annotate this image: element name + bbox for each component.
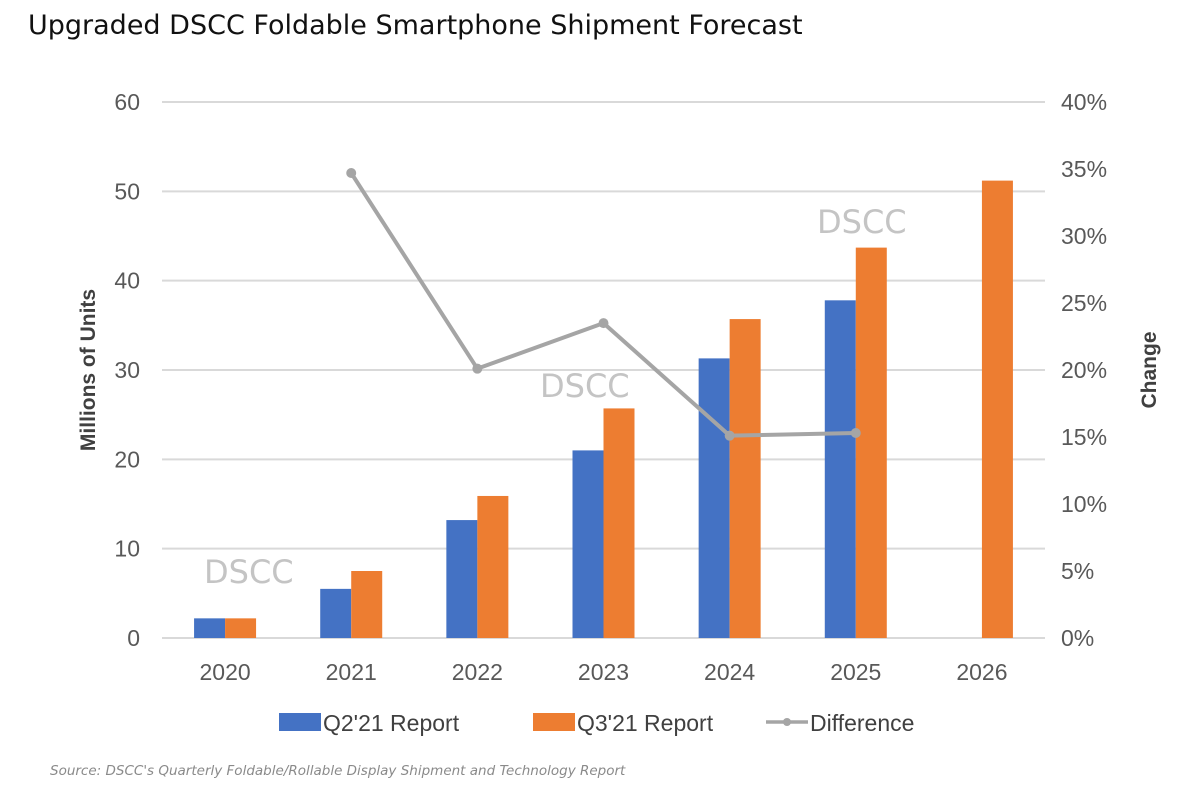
- difference-point-2023: [598, 318, 609, 329]
- y2-tick-label: 35%: [1061, 156, 1107, 182]
- y2-axis-title: Change: [1138, 331, 1161, 408]
- bar-q3-2024: [729, 319, 761, 638]
- y-tick-label: 30: [114, 357, 140, 383]
- y-axis-ticks: 0 10 20 30 40 50 60: [114, 89, 140, 651]
- y2-tick-label: 5%: [1061, 558, 1094, 584]
- x-tick-label: 2020: [199, 659, 250, 685]
- legend: Q2'21 Report Q3'21 Report Difference: [279, 710, 914, 736]
- bar-q3-2021: [351, 571, 383, 638]
- bar-q3-2022: [477, 495, 509, 638]
- difference-point-2025: [850, 427, 861, 438]
- watermark-2: DSCC: [540, 367, 630, 405]
- watermark-3: DSCC: [817, 203, 907, 241]
- y-tick-label: 60: [114, 89, 140, 115]
- x-axis-ticks: 2020 2021 2022 2023 2024 2025 2026: [199, 659, 1007, 685]
- y2-tick-label: 15%: [1061, 424, 1107, 450]
- y-tick-label: 10: [114, 536, 140, 562]
- y2-tick-label: 40%: [1061, 89, 1107, 115]
- bar-q2-2020: [194, 618, 226, 638]
- legend-swatch-q3: [533, 713, 575, 731]
- y2-tick-label: 25%: [1061, 290, 1107, 316]
- legend-swatch-difference-marker: [783, 718, 791, 726]
- bar-q2-2024: [698, 358, 730, 638]
- y2-tick-label: 0%: [1061, 625, 1094, 651]
- y-tick-label: 40: [114, 268, 140, 294]
- bar-q3-2026: [981, 180, 1013, 638]
- bar-q2-2025: [824, 300, 856, 638]
- y2-tick-label: 30%: [1061, 223, 1107, 249]
- bar-q3-2023: [603, 408, 635, 638]
- legend-label-q2: Q2'21 Report: [323, 710, 460, 736]
- difference-point-2022: [472, 363, 483, 374]
- bar-q2-2021: [320, 588, 352, 638]
- legend-swatch-q2: [279, 713, 321, 731]
- bar-series: [194, 180, 1013, 638]
- difference-line-series: [346, 168, 861, 441]
- bar-q2-2023: [572, 450, 604, 638]
- bar-q3-2025: [855, 247, 887, 638]
- bar-q2-2022: [446, 520, 478, 638]
- x-tick-label: 2024: [704, 659, 755, 685]
- legend-label-q3: Q3'21 Report: [577, 710, 714, 736]
- legend-label-difference: Difference: [810, 710, 914, 736]
- y2-tick-label: 20%: [1061, 357, 1107, 383]
- watermark-1: DSCC: [204, 553, 294, 591]
- y2-tick-label: 10%: [1061, 491, 1107, 517]
- difference-point-2024: [724, 430, 735, 441]
- y-axis-title: Millions of Units: [77, 289, 100, 451]
- chart-title: Upgraded DSCC Foldable Smartphone Shipme…: [28, 10, 803, 41]
- y-tick-label: 50: [114, 178, 140, 204]
- x-tick-label: 2026: [956, 659, 1007, 685]
- x-tick-label: 2025: [830, 659, 881, 685]
- x-tick-label: 2022: [452, 659, 503, 685]
- y-tick-label: 0: [127, 625, 140, 651]
- y2-axis-ticks: 0% 5% 10% 15% 20% 25% 30% 35% 40%: [1061, 89, 1107, 651]
- source-note: Source: DSCC's Quarterly Foldable/Rollab…: [50, 763, 626, 779]
- x-tick-label: 2023: [578, 659, 629, 685]
- bar-q3-2020: [225, 618, 257, 638]
- x-tick-label: 2021: [326, 659, 377, 685]
- difference-point-2021: [346, 168, 357, 179]
- y-tick-label: 20: [114, 446, 140, 472]
